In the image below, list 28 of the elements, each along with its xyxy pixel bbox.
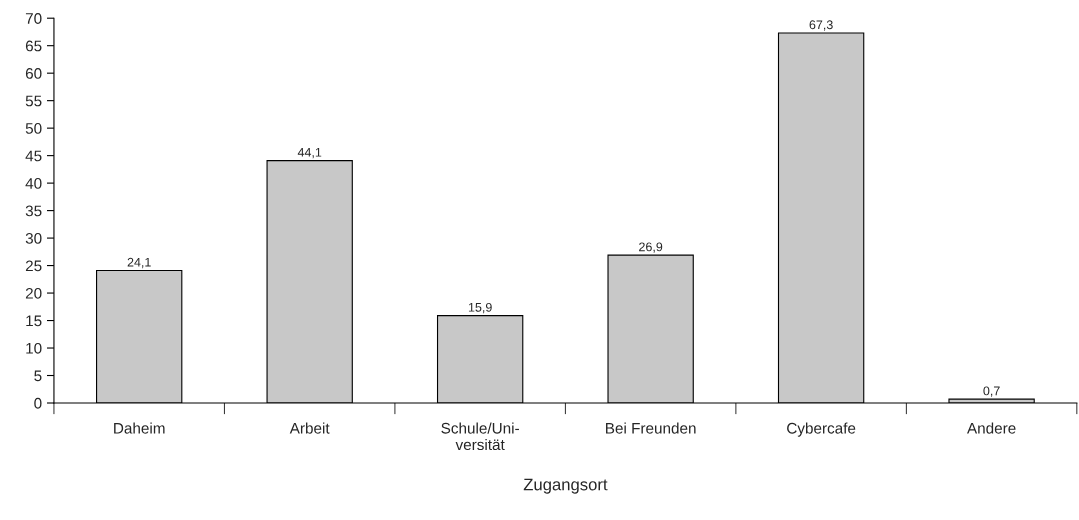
data-label: 15,9 <box>468 302 492 314</box>
y-tick-label: 45 <box>25 150 42 162</box>
data-label: 0,7 <box>983 386 1000 397</box>
y-tick-label: 10 <box>26 342 42 354</box>
y-tick-label: 40 <box>25 177 42 189</box>
y-tick-label: 55 <box>25 95 42 107</box>
data-label: 24,1 <box>127 257 151 269</box>
data-label: 26,9 <box>639 242 663 253</box>
y-tick-label: 60 <box>25 68 42 79</box>
y-tick-label: 5 <box>34 370 42 382</box>
x-tick-label: Cybercafe <box>787 422 856 437</box>
data-label: 67,3 <box>809 20 833 31</box>
y-tick-label: 20 <box>25 287 42 299</box>
y-tick-label: 65 <box>25 40 42 52</box>
y-tick-label: 15 <box>26 315 42 327</box>
y-tick-label: 25 <box>25 260 42 272</box>
y-tick-label: 50 <box>25 123 42 134</box>
y-tick-label: 70 <box>25 13 42 24</box>
y-tick-label: 30 <box>25 232 42 244</box>
x-tick-label: Daheim <box>114 422 165 434</box>
data-label: 44,1 <box>297 147 322 159</box>
y-tick-label: 0 <box>34 397 42 409</box>
x-tick-label: Arbeit <box>289 422 330 434</box>
x-tick-label: Andere <box>967 422 1016 434</box>
y-tick-label: 35 <box>25 205 42 217</box>
x-axis-title: Zugangsort <box>523 478 608 494</box>
x-tick-label: Bei Freunden <box>606 422 696 434</box>
x-tick-label: Schule/Uni- versität <box>441 422 519 451</box>
